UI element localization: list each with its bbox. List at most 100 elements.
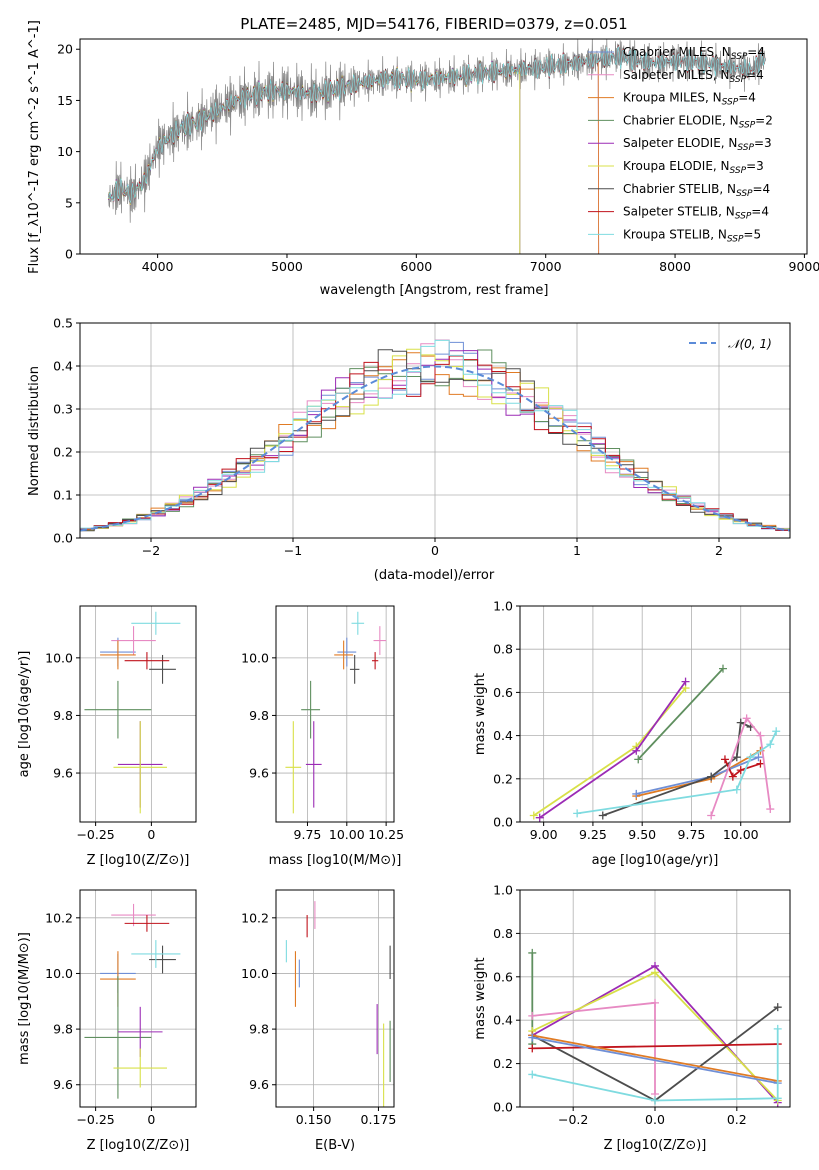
weight-marker — [681, 677, 690, 686]
y-tick-label: 9.6 — [249, 766, 269, 781]
y-axis-label: Flux [f_λ10^-17 erg cm^-2 s^-1 A^-1] — [27, 20, 42, 274]
weight-line — [577, 730, 778, 815]
y-tick-label: 10.0 — [45, 966, 73, 981]
weight-marker — [766, 805, 775, 814]
x-tick-label: 6000 — [400, 259, 432, 274]
y-axis-label: mass weight — [473, 673, 488, 755]
axes-spectrum: 4000 5000 6000 7000 8000 9000 0 5 10 15 20 PLATE=24… — [27, 15, 819, 298]
x-tick-label: 9.75 — [294, 827, 322, 842]
legend-entry-main: Salpeter STELIB, N — [623, 205, 735, 219]
legend-entry-tail: =3 — [746, 159, 764, 173]
x-axis-label: Z [log10(Z/Z⊙)] — [87, 1138, 190, 1153]
y-tick-label: 0.4 — [493, 728, 513, 743]
weight-marker — [634, 755, 643, 764]
x-axis-label: (data-model)/error — [374, 568, 495, 583]
weight-marker — [732, 785, 741, 794]
y-tick-label: 0.4 — [53, 359, 73, 374]
x-tick-label: 10.00 — [723, 827, 759, 842]
legend-entry-tail: =4 — [738, 91, 756, 105]
x-tick-label: −2 — [142, 543, 160, 558]
legend-entry: Kroupa MILES, NSSP=4 — [623, 91, 756, 108]
weight-marker — [535, 813, 544, 822]
y-axis-label: mass weight — [473, 957, 488, 1039]
x-axis-label: age [log10(age/yr)] — [592, 853, 719, 868]
weight-marker — [528, 1033, 537, 1042]
legend-entry-main: Chabrier MILES, N — [623, 45, 731, 59]
y-tick-label: 0.0 — [53, 531, 73, 546]
y-tick-label: 0.2 — [53, 445, 73, 460]
legend-entry-sub: SSP — [735, 212, 752, 222]
axes-frame — [79, 889, 197, 1108]
spectrum-lines — [108, 39, 766, 254]
y-tick-label: 10.0 — [45, 650, 73, 665]
legend-entry-tail: =4 — [747, 45, 765, 59]
x-tick-label: 0 — [431, 543, 439, 558]
x-tick-label: 9.75 — [678, 827, 706, 842]
legend-entry-sub: SSP — [736, 189, 753, 199]
y-tick-label: 0.8 — [493, 642, 513, 657]
y-tick-label: 10.2 — [241, 910, 269, 925]
weight-lines — [528, 948, 782, 1107]
x-axis-label: mass [log10(M/M⊙)] — [269, 853, 402, 868]
weight-marker — [773, 1024, 782, 1033]
weight-marker — [732, 753, 741, 762]
legend-entry: Chabrier STELIB, NSSP=4 — [623, 182, 770, 199]
y-tick-label: 1.0 — [493, 883, 513, 898]
legend-entry-sub: SSP — [727, 234, 744, 244]
y-tick-label: 10.2 — [45, 910, 73, 925]
y-tick-label: 15 — [57, 93, 73, 108]
x-axis-label: Z [log10(Z/Z⊙)] — [604, 1138, 707, 1153]
y-tick-label: 0.0 — [493, 815, 513, 830]
weight-marker — [528, 1070, 537, 1079]
x-tick-label: 2 — [715, 543, 723, 558]
y-axis-label: mass [log10(M/M⊙)] — [17, 932, 32, 1065]
y-tick-label: 9.6 — [53, 766, 73, 781]
legend-entry-main: Salpeter MILES, N — [623, 68, 730, 82]
legend-entry-sub: SSP — [737, 143, 754, 153]
weight-marker — [720, 755, 729, 764]
weight-line — [533, 687, 687, 817]
axes-age_vs_mass: 9.75 10.00 10.25 9.6 9.8 10.0 mass [log10(M/M⊙… — [241, 605, 404, 868]
axes-frame — [79, 38, 808, 255]
weight-marker — [598, 811, 607, 820]
weight-marker — [632, 789, 641, 798]
weight-marker — [718, 664, 727, 673]
x-tick-label: 5000 — [271, 259, 303, 274]
weight-marker — [651, 998, 659, 1007]
axes-frame — [79, 605, 197, 823]
legend-entry-tail: =4 — [753, 182, 771, 196]
y-tick-label: 5 — [65, 195, 73, 210]
weight-marker — [573, 809, 582, 818]
legend-entry: Chabrier MILES, NSSP=4 — [623, 45, 765, 62]
axes-age_vs_Z: −0.25 0 9.6 9.8 10.0 Z [log10(Z/Z⊙)] age [log1… — [17, 605, 197, 868]
legend-entry-sub: SSP — [730, 166, 747, 176]
x-tick-label: 7000 — [530, 259, 562, 274]
y-tick-label: 9.6 — [249, 1077, 269, 1092]
weight-line — [532, 1028, 779, 1102]
axes-mass_vs_Z: −0.25 0 9.6 9.8 10.0 10.2 Z [log10(Z/Z⊙)] mass … — [17, 889, 197, 1153]
y-tick-label: 0.1 — [53, 488, 73, 503]
x-axis-label: E(B-V) — [315, 1138, 355, 1153]
weight-line — [710, 716, 772, 816]
y-axis-label: age [log10(age/yr)] — [17, 651, 32, 778]
x-tick-label: 0 — [147, 827, 155, 842]
x-tick-label: 9000 — [789, 259, 819, 274]
weight-marker — [651, 1096, 659, 1105]
x-tick-label: 0.175 — [361, 1112, 397, 1127]
weight-line — [532, 1034, 778, 1082]
legend-entry: Kroupa ELODIE, NSSP=3 — [623, 159, 764, 176]
x-tick-label: −0.25 — [76, 827, 114, 842]
y-tick-label: 1.0 — [493, 599, 513, 614]
weight-marker — [756, 731, 765, 740]
errorbars — [285, 611, 387, 814]
x-tick-label: 0.0 — [645, 1112, 665, 1127]
x-axis-label: Z [log10(Z/Z⊙)] — [87, 853, 190, 868]
histogram-step — [80, 355, 790, 533]
weight-marker — [728, 772, 737, 781]
x-tick-label: 9.50 — [628, 827, 656, 842]
legend-entry-main: Kroupa STELIB, N — [623, 227, 727, 241]
legend-entry-sub: SSP — [731, 52, 748, 62]
errorbars — [84, 903, 181, 1099]
y-tick-label: 0.2 — [493, 1056, 513, 1071]
